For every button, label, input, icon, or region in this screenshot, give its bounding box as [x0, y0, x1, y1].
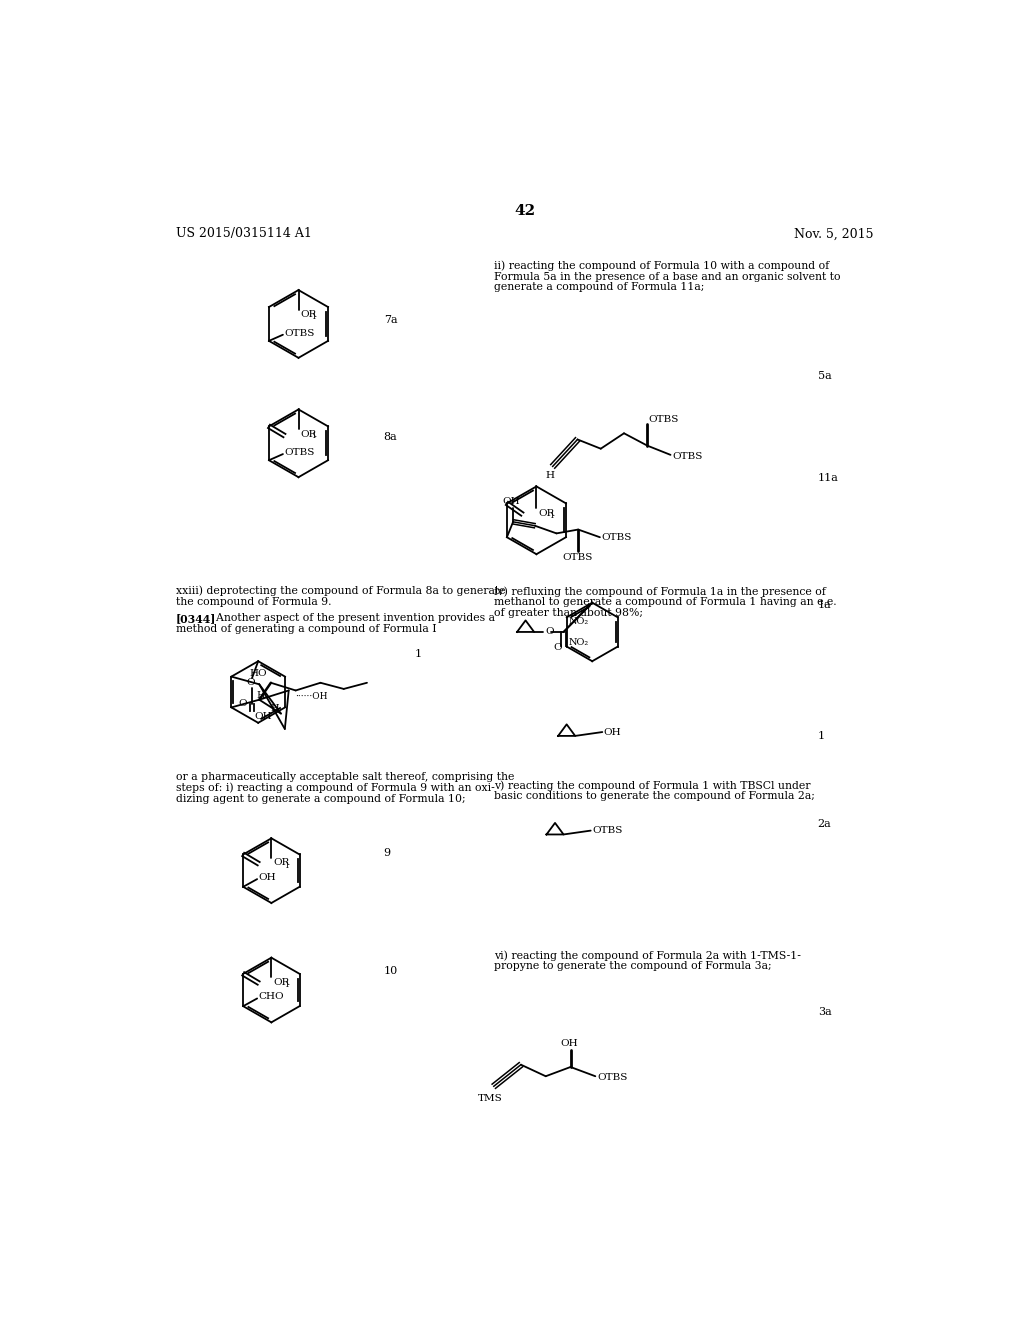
Text: 2a: 2a	[818, 820, 831, 829]
Text: CHO: CHO	[259, 993, 285, 1002]
Text: OTBS: OTBS	[592, 826, 623, 836]
Text: propyne to generate the compound of Formula 3a;: propyne to generate the compound of Form…	[494, 961, 771, 970]
Text: NO₂: NO₂	[569, 639, 589, 647]
Text: NO₂: NO₂	[569, 616, 589, 626]
Text: 1: 1	[311, 433, 315, 441]
Text: 1: 1	[284, 862, 289, 870]
Text: xxiii) deprotecting the compound of Formula 8a to generate: xxiii) deprotecting the compound of Form…	[176, 586, 506, 597]
Text: OTBS: OTBS	[672, 451, 702, 461]
Text: O: O	[553, 643, 561, 652]
Text: dizing agent to generate a compound of Formula 10;: dizing agent to generate a compound of F…	[176, 793, 466, 804]
Text: 1: 1	[818, 731, 825, 741]
Text: iv) refluxing the compound of Formula 1a in the presence of: iv) refluxing the compound of Formula 1a…	[494, 586, 825, 597]
Text: 1a: 1a	[818, 601, 831, 610]
Text: 5a: 5a	[818, 371, 831, 381]
Text: OTBS: OTBS	[285, 329, 314, 338]
Text: of greater than about 98%;: of greater than about 98%;	[494, 609, 643, 618]
Text: 1: 1	[549, 512, 554, 520]
Text: method of generating a compound of Formula I: method of generating a compound of Formu…	[176, 624, 436, 634]
Text: OTBS: OTBS	[649, 414, 679, 424]
Text: OH: OH	[604, 727, 622, 737]
Text: 9: 9	[384, 847, 391, 858]
Text: 3a: 3a	[818, 1007, 831, 1016]
Text: ······OH: ······OH	[295, 692, 328, 701]
Text: 1: 1	[311, 313, 315, 321]
Text: H: H	[256, 690, 265, 700]
Text: O: O	[246, 678, 255, 688]
Text: 1: 1	[284, 981, 289, 990]
Text: 10: 10	[384, 966, 398, 975]
Text: O: O	[545, 627, 554, 636]
Text: OH: OH	[503, 498, 520, 507]
Text: 7a: 7a	[384, 315, 397, 325]
Text: OR: OR	[300, 310, 316, 319]
Text: OH: OH	[254, 713, 272, 721]
Text: H: H	[270, 705, 280, 713]
Text: 42: 42	[514, 203, 536, 218]
Text: OTBS: OTBS	[562, 553, 593, 562]
Text: vi) reacting the compound of Formula 2a with 1-TMS-1-: vi) reacting the compound of Formula 2a …	[494, 950, 801, 961]
Text: OR: OR	[300, 429, 316, 438]
Text: or a pharmaceutically acceptable salt thereof, comprising the: or a pharmaceutically acceptable salt th…	[176, 772, 514, 781]
Text: [0344]: [0344]	[176, 614, 216, 624]
Text: generate a compound of Formula 11a;: generate a compound of Formula 11a;	[494, 282, 705, 292]
Text: OTBS: OTBS	[601, 533, 632, 541]
Text: O: O	[239, 700, 247, 708]
Text: Another aspect of the present invention provides a: Another aspect of the present invention …	[209, 614, 496, 623]
Text: ii) reacting the compound of Formula 10 with a compound of: ii) reacting the compound of Formula 10 …	[494, 261, 829, 272]
Text: OH: OH	[259, 873, 276, 882]
Text: OR: OR	[273, 858, 290, 867]
Text: Formula 5a in the presence of a base and an organic solvent to: Formula 5a in the presence of a base and…	[494, 272, 841, 281]
Text: 1: 1	[415, 648, 422, 659]
Text: methanol to generate a compound of Formula 1 having an e.e.: methanol to generate a compound of Formu…	[494, 597, 837, 607]
Text: OTBS: OTBS	[285, 447, 314, 457]
Text: H: H	[546, 471, 555, 480]
Text: steps of: i) reacting a compound of Formula 9 with an oxi-: steps of: i) reacting a compound of Form…	[176, 783, 495, 793]
Text: OH: OH	[560, 1039, 578, 1048]
Text: 8a: 8a	[384, 432, 397, 442]
Text: v) reacting the compound of Formula 1 with TBSCl under: v) reacting the compound of Formula 1 wi…	[494, 780, 810, 791]
Text: HO: HO	[250, 669, 267, 678]
Text: US 2015/0315114 A1: US 2015/0315114 A1	[176, 227, 312, 240]
Text: basic conditions to generate the compound of Formula 2a;: basic conditions to generate the compoun…	[494, 792, 815, 801]
Text: 11a: 11a	[818, 473, 839, 483]
Text: OR: OR	[538, 510, 554, 517]
Text: OTBS: OTBS	[597, 1073, 628, 1082]
Text: Nov. 5, 2015: Nov. 5, 2015	[794, 227, 873, 240]
Text: TMS: TMS	[477, 1094, 503, 1104]
Text: the compound of Formula 9.: the compound of Formula 9.	[176, 597, 332, 606]
Text: OR: OR	[273, 978, 290, 987]
